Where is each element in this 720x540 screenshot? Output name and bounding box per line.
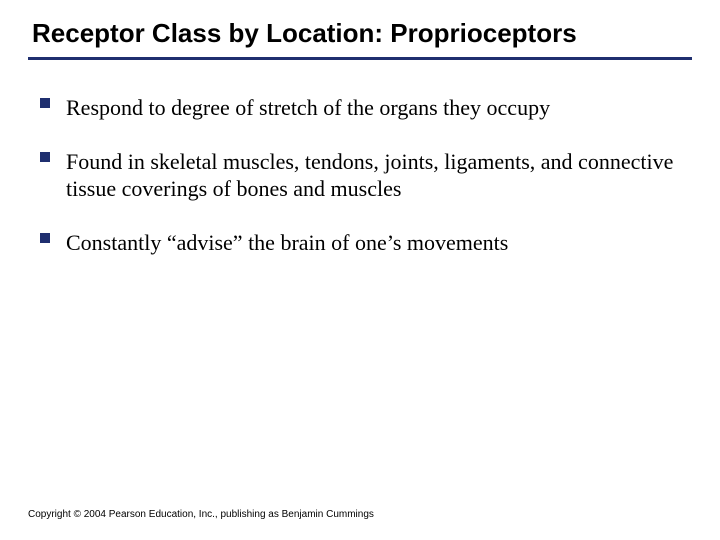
bullet-text: Constantly “advise” the brain of one’s m… [66,230,508,255]
bullet-text: Found in skeletal muscles, tendons, join… [66,149,673,202]
slide-title: Receptor Class by Location: Propriocepto… [28,18,692,55]
list-item: Found in skeletal muscles, tendons, join… [40,148,692,203]
title-underline [28,57,692,60]
square-bullet-icon [40,152,50,162]
square-bullet-icon [40,98,50,108]
bullet-list: Respond to degree of stretch of the orga… [28,94,692,256]
square-bullet-icon [40,233,50,243]
list-item: Constantly “advise” the brain of one’s m… [40,229,692,257]
slide: Receptor Class by Location: Propriocepto… [0,0,720,540]
list-item: Respond to degree of stretch of the orga… [40,94,692,122]
bullet-text: Respond to degree of stretch of the orga… [66,95,550,120]
copyright-footer: Copyright © 2004 Pearson Education, Inc.… [28,509,374,520]
